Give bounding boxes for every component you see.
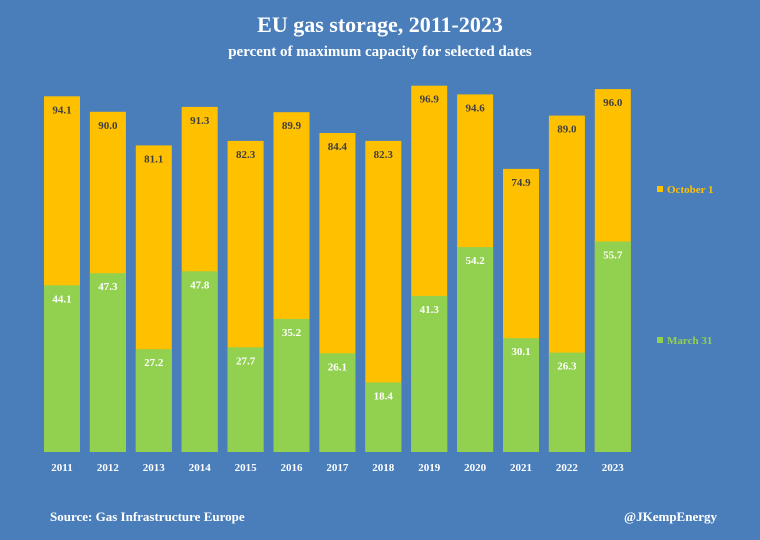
bar-march-2014 <box>181 271 218 452</box>
x-tick-2021: 2021 <box>510 462 532 474</box>
legend-march-label: March 31 <box>667 335 712 347</box>
bar-march-2018 <box>365 382 402 452</box>
x-tick-2020: 2020 <box>464 462 487 474</box>
label-october-2022: 89.0 <box>557 124 577 136</box>
x-tick-2012: 2012 <box>97 462 120 474</box>
label-october-2011: 94.1 <box>52 104 71 116</box>
x-tick-2011: 2011 <box>51 462 72 474</box>
legend-october-swatch <box>657 186 663 192</box>
label-october-2018: 82.3 <box>374 149 394 161</box>
label-march-2019: 41.3 <box>420 304 440 316</box>
x-tick-2013: 2013 <box>143 462 166 474</box>
label-march-2016: 35.2 <box>282 327 302 339</box>
bar-march-2017 <box>319 353 356 452</box>
bar-march-2020 <box>457 247 494 452</box>
bar-march-2013 <box>135 349 172 452</box>
label-march-2012: 47.3 <box>98 281 118 293</box>
bar-march-2021 <box>503 338 539 452</box>
x-tick-2023: 2023 <box>602 462 625 474</box>
x-tick-2017: 2017 <box>326 462 349 474</box>
label-october-2023: 96.0 <box>603 97 623 109</box>
bar-march-2023 <box>594 241 631 452</box>
chart-title: EU gas storage, 2011-2023 <box>257 12 503 37</box>
x-tick-2016: 2016 <box>281 462 304 474</box>
bars-layer <box>44 85 631 453</box>
bar-march-2016 <box>273 318 310 452</box>
label-march-2020: 54.2 <box>465 255 485 267</box>
bar-march-2012 <box>89 273 126 452</box>
label-october-2019: 96.9 <box>420 94 440 106</box>
label-march-2014: 47.8 <box>190 279 210 291</box>
label-march-2017: 26.1 <box>328 361 347 373</box>
bar-march-2011 <box>44 285 80 452</box>
x-tick-2014: 2014 <box>189 462 212 474</box>
label-october-2016: 89.9 <box>282 120 302 132</box>
x-tick-2019: 2019 <box>418 462 441 474</box>
label-march-2022: 26.3 <box>557 361 577 373</box>
label-march-2015: 27.7 <box>236 355 256 367</box>
label-march-2021: 30.1 <box>511 346 530 358</box>
x-tick-2022: 2022 <box>556 462 579 474</box>
author-credit: @JKempEnergy <box>624 509 717 524</box>
label-march-2011: 44.1 <box>52 293 71 305</box>
data-labels-layer: 94.1 44.1 90.0 47.3 81.1 27.2 91.3 47.8 82.3 27.7… <box>52 94 623 403</box>
chart-subtitle: percent of maximum capacity for selected… <box>228 44 532 60</box>
bar-march-2015 <box>227 347 264 452</box>
label-march-2018: 18.4 <box>374 390 394 402</box>
label-october-2017: 84.4 <box>328 141 348 153</box>
label-march-2013: 27.2 <box>144 357 164 369</box>
x-tick-2015: 2015 <box>235 462 258 474</box>
label-october-2020: 94.6 <box>465 102 485 114</box>
legend-october-label: October 1 <box>667 184 714 196</box>
bar-march-2022 <box>548 352 585 452</box>
bar-march-2019 <box>411 295 448 452</box>
label-october-2021: 74.9 <box>511 177 531 189</box>
x-axis-ticks: 2011 2012 2013 2014 2015 2016 2017 2018 2019 2020… <box>51 462 624 474</box>
label-march-2023: 55.7 <box>603 250 623 262</box>
label-october-2015: 82.3 <box>236 149 256 161</box>
x-tick-2018: 2018 <box>372 462 395 474</box>
legend: October 1 March 31 <box>657 184 714 347</box>
label-october-2012: 90.0 <box>98 120 118 132</box>
label-october-2013: 81.1 <box>144 153 163 165</box>
label-october-2014: 91.3 <box>190 115 210 127</box>
source-note: Source: Gas Infrastructure Europe <box>50 509 245 524</box>
legend-march-swatch <box>657 337 663 343</box>
